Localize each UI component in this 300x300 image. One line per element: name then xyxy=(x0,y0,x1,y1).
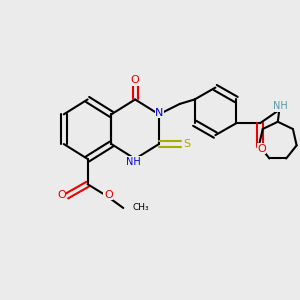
Text: N: N xyxy=(155,108,164,118)
Text: S: S xyxy=(184,139,191,149)
Text: O: O xyxy=(104,190,113,200)
Text: O: O xyxy=(57,190,66,200)
Text: CH₃: CH₃ xyxy=(132,203,149,212)
Text: NH: NH xyxy=(126,157,141,167)
Text: O: O xyxy=(257,143,266,154)
Text: O: O xyxy=(131,75,140,85)
Text: NH: NH xyxy=(272,101,287,111)
